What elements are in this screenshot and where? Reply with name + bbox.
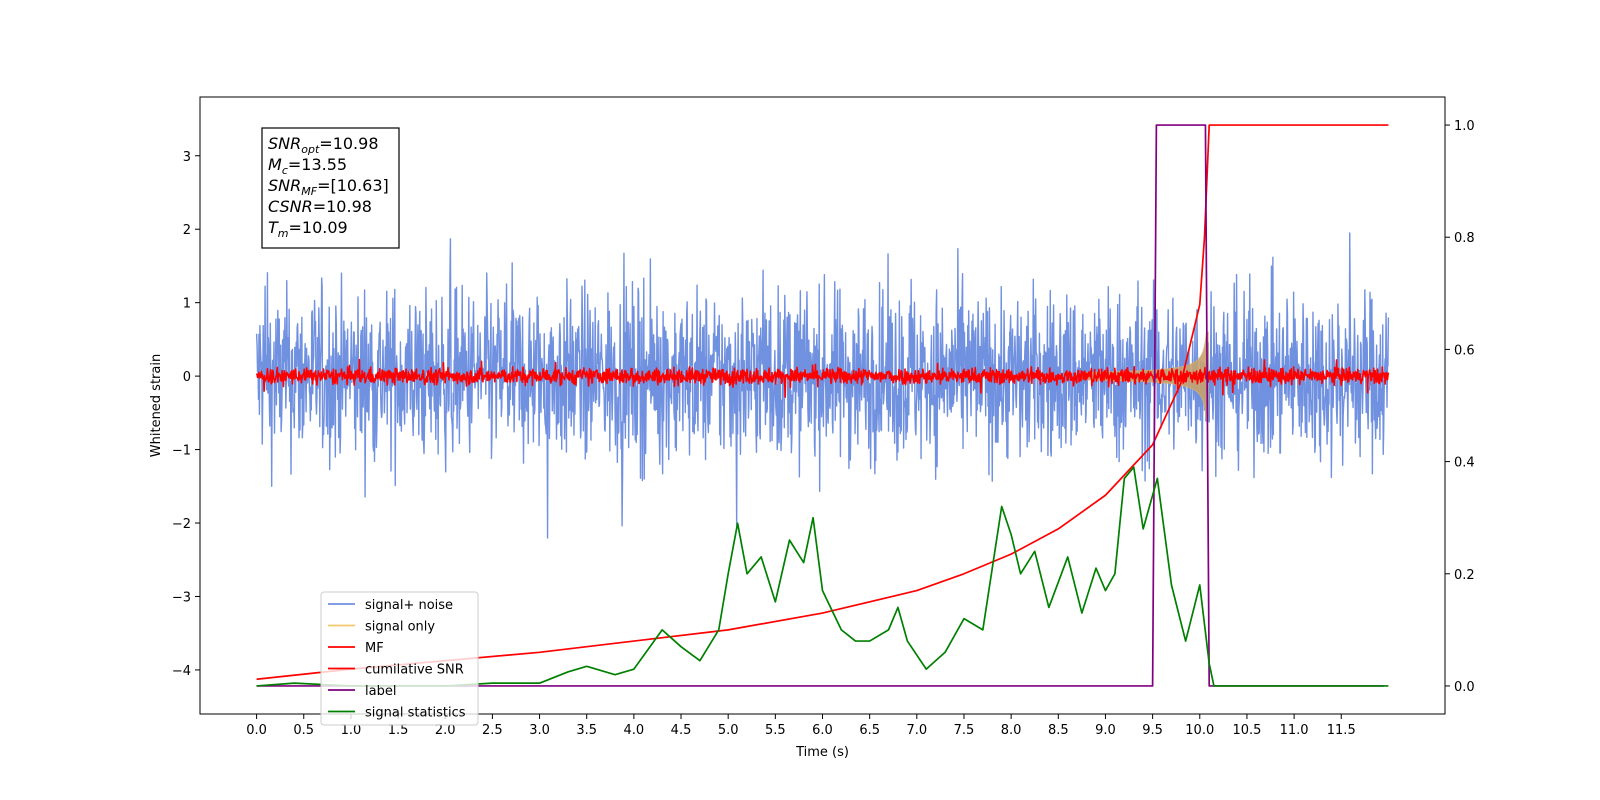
y-left-tick-label: 1 [183,297,191,312]
y-left-tick-label: 0 [183,370,191,385]
x-tick-label: 4.5 [671,723,692,738]
x-axis-label: Time (s) [795,745,849,760]
x-tick-label: 3.0 [529,723,550,738]
annotation-name: CSNR [268,197,313,216]
axis-ticks: 0.0 0.5 1.0 1.5 2.0 2.5 3.0 3.5 4.0 4.5 5.0 5.5 6.0 6… [172,119,1475,738]
y-right-tick-label: 0.8 [1454,231,1475,246]
y-left-tick-label: 3 [183,150,191,165]
x-tick-label: 9.5 [1142,723,1163,738]
annotation-subscript: MF [301,185,317,198]
annotation-name: SNR [268,176,301,195]
annotation-value: =[10.63] [317,176,389,195]
annotation-line: SNRopt=10.98 [268,134,379,156]
x-tick-label: 1.5 [388,723,409,738]
plot-area [255,124,1390,687]
x-tick-label: 0.0 [246,723,267,738]
annotation-name: M [268,155,282,174]
annotation-value: =10.98 [319,134,378,153]
annotation-value: =13.55 [288,155,347,174]
legend-label: MF [365,641,384,656]
annotation-name: T [268,218,279,237]
y-left-tick-label: −1 [172,444,191,459]
series-mf [255,358,1390,398]
x-tick-label: 0.5 [293,723,314,738]
x-tick-label: 5.5 [765,723,786,738]
x-tick-label: 11.5 [1327,723,1356,738]
legend-label: signal+ noise [365,598,453,613]
series-cumilative-snr [256,124,1389,681]
x-tick-label: 6.5 [859,723,880,738]
y-right-tick-label: 0.0 [1454,680,1475,695]
x-tick-label: 5.0 [718,723,739,738]
annotation-line: SNRMF=[10.63] [268,176,389,198]
annotation-line: Tm=10.09 [268,218,348,240]
legend: signal+ noise signal only MF cumilative SNR… [320,591,479,726]
y-right-tick-label: 0.4 [1454,456,1475,471]
legend-label: signal statistics [365,706,466,721]
x-tick-label: 8.0 [1001,723,1022,738]
legend-label: cumilative SNR [365,663,464,678]
legend-label: label [365,684,396,699]
annotation-name: SNR [268,134,301,153]
legend-label: signal only [365,620,435,635]
y-axis-label: Whitened strain [149,354,164,457]
annotation-box [261,127,400,249]
legend-box [320,591,479,726]
annotation-subscript: opt [301,143,320,156]
x-tick-label: 7.5 [954,723,975,738]
x-tick-label: 3.5 [576,723,597,738]
x-tick-label: 10.5 [1232,723,1261,738]
stats-annotation-box: SNRopt=10.98Mc=13.55SNRMF=[10.63]CSNR=10… [261,127,400,249]
x-tick-label: 10.0 [1185,723,1214,738]
annotation-value: =10.98 [313,197,372,216]
x-tick-label: 2.5 [482,723,503,738]
annotation-value: =10.09 [289,218,348,237]
x-tick-label: 1.0 [341,723,362,738]
y-left-tick-label: −2 [172,517,191,532]
x-tick-label: 8.5 [1048,723,1069,738]
y-right-tick-label: 1.0 [1454,119,1475,134]
annotation-subscript: m [278,227,289,240]
x-tick-label: 11.0 [1280,723,1309,738]
annotation-subscript: c [282,164,288,177]
y-right-tick-label: 0.2 [1454,568,1475,583]
x-tick-label: 2.0 [435,723,456,738]
y-left-tick-label: 2 [183,223,191,238]
x-tick-label: 4.0 [624,723,645,738]
y-left-tick-label: −3 [172,590,191,605]
annotation-line: CSNR=10.98 [268,197,372,216]
annotation-line: Mc=13.55 [268,155,347,177]
series-signal-statistics [256,466,1389,687]
y-left-tick-label: −4 [172,664,191,679]
x-tick-label: 6.0 [812,723,833,738]
x-tick-label: 7.0 [906,723,927,738]
x-tick-label: 9.0 [1095,723,1116,738]
y-right-tick-label: 0.6 [1454,343,1475,358]
